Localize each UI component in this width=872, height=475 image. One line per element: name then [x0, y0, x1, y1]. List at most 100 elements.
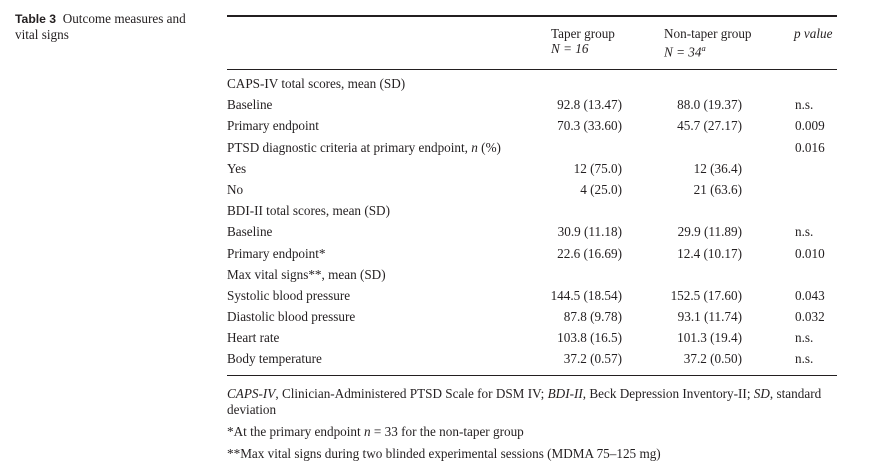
header-taper-title: Taper group — [551, 26, 615, 41]
row-label-text: Diastolic blood pressure — [227, 309, 356, 325]
cell-taper-group: 87.8 (9.78) — [563, 309, 622, 325]
cell-non-taper-group: 12 (36.4) — [693, 160, 742, 176]
header-non-taper-n-value: N = 34 — [664, 44, 702, 60]
footnote1-pre: *At the primary endpoint — [227, 424, 364, 439]
row-label: Systolic blood pressure — [227, 285, 350, 306]
table-row: BDI-II total scores, mean (SD) — [0, 200, 872, 221]
cell-p-value: 0.010 — [795, 245, 825, 261]
table-row: PTSD diagnostic criteria at primary endp… — [0, 137, 872, 158]
header-non-taper-group: Non-taper group N = 34a — [664, 26, 752, 59]
table-row: No 4 (25.0) 21 (63.6) — [0, 179, 872, 200]
table-caption: Table 3 Outcome measures and vital signs — [15, 11, 210, 43]
header-non-taper-n: N = 34a — [664, 41, 752, 59]
top-rule — [227, 15, 837, 17]
table-row: Body temperature 37.2 (0.57) 37.2 (0.50) n.… — [0, 348, 872, 369]
cell-non-taper-group: 88.0 (19.37) — [677, 97, 742, 113]
cell-p-value: 0.043 — [795, 287, 825, 303]
cell-non-taper-group: 37.2 (0.50) — [683, 351, 742, 367]
table-row: CAPS-IV total scores, mean (SD) — [0, 73, 872, 94]
cell-p-value: n.s. — [795, 97, 814, 113]
cell-non-taper-group: 45.7 (27.17) — [677, 118, 742, 134]
cell-non-taper-group: 93.1 (11.74) — [677, 309, 742, 325]
cell-taper-group: 92.8 (13.47) — [557, 97, 622, 113]
cell-taper-group: 70.3 (33.60) — [557, 118, 622, 134]
table-row: Primary endpoint* 22.6 (16.69) 12.4 (10.17… — [0, 243, 872, 264]
cell-non-taper-group: 12.4 (10.17) — [677, 245, 742, 261]
cell-taper-group: 144.5 (18.54) — [550, 287, 622, 303]
row-label: PTSD diagnostic criteria at primary endp… — [227, 137, 501, 158]
table-row: Diastolic blood pressure 87.8 (9.78) 93.1 … — [0, 306, 872, 327]
row-label: Max vital signs**, mean (SD) — [227, 264, 386, 285]
cell-p-value: n.s. — [795, 224, 814, 240]
cell-taper-group: 4 (25.0) — [580, 181, 622, 197]
footnote-max-vital-signs: **Max vital signs during two blinded exp… — [227, 446, 661, 461]
abbrev-caps-def: , Clinician-Administered PTSD Scale for … — [275, 386, 548, 401]
row-label: Primary endpoint — [227, 115, 319, 136]
row-label-text: Max vital signs**, mean (SD) — [227, 266, 386, 282]
row-label-text: BDI-II total scores, mean (SD) — [227, 203, 390, 219]
footnote-primary-endpoint: *At the primary endpoint n = 33 for the … — [227, 424, 842, 440]
table-title: Outcome measures and vital signs — [15, 11, 186, 42]
table-row: Primary endpoint 70.3 (33.60) 45.7 (27.17)… — [0, 115, 872, 136]
row-label: Diastolic blood pressure — [227, 306, 355, 327]
cell-p-value: 0.009 — [795, 118, 825, 134]
cell-non-taper-group: 152.5 (17.60) — [670, 287, 742, 303]
row-label-text: Yes — [227, 160, 247, 176]
cell-non-taper-group: 101.3 (19.4) — [677, 330, 742, 346]
cell-taper-group: 30.9 (11.18) — [557, 224, 622, 240]
row-label: CAPS-IV total scores, mean (SD) — [227, 73, 405, 94]
cell-p-value: n.s. — [795, 351, 814, 367]
header-non-taper-footnote-mark: a — [701, 43, 706, 53]
cell-p-value: 0.016 — [795, 139, 825, 155]
table-row: Systolic blood pressure 144.5 (18.54) 152.… — [0, 285, 872, 306]
row-label: Baseline — [227, 94, 272, 115]
row-label-text: Systolic blood pressure — [227, 287, 351, 303]
footnote-abbreviations: CAPS-IV, Clinician-Administered PTSD Sca… — [227, 386, 842, 418]
footnote1-post: = 33 for the non-taper group — [370, 424, 524, 439]
row-label-text: Body temperature — [227, 351, 322, 367]
footnote1-n: n — [363, 424, 371, 439]
row-label-text: Baseline — [227, 97, 273, 113]
abbrev-bdi: BDI-II — [547, 386, 583, 401]
row-label-italic: n — [471, 139, 478, 155]
table-label: Table 3 — [15, 12, 57, 26]
row-label-text: PTSD diagnostic criteria at primary endp… — [227, 139, 472, 155]
cell-p-value: n.s. — [795, 330, 814, 346]
cell-taper-group: 37.2 (0.57) — [563, 351, 622, 367]
abbrev-sd: SD — [753, 386, 770, 401]
row-label-tail: (%) — [477, 139, 501, 155]
cell-non-taper-group: 21 (63.6) — [693, 181, 742, 197]
cell-non-taper-group: 29.9 (11.89) — [677, 224, 742, 240]
row-label: BDI-II total scores, mean (SD) — [227, 200, 390, 221]
row-label: Heart rate — [227, 327, 279, 348]
row-label-text: Primary endpoint* — [227, 245, 326, 261]
row-label-text: Heart rate — [227, 330, 280, 346]
cell-taper-group: 103.8 (16.5) — [557, 330, 622, 346]
row-label: No — [227, 179, 243, 200]
header-taper-n: N = 16 — [551, 41, 589, 56]
cell-taper-group: 22.6 (16.69) — [557, 245, 622, 261]
cell-p-value: 0.032 — [795, 309, 825, 325]
row-label: Primary endpoint* — [227, 243, 326, 264]
row-label: Baseline — [227, 221, 272, 242]
row-label: Yes — [227, 158, 246, 179]
table-row: Heart rate 103.8 (16.5) 101.3 (19.4) n.s. — [0, 327, 872, 348]
abbrev-bdi-def: , Beck Depression Inventory-II; — [582, 386, 754, 401]
table-row: Max vital signs**, mean (SD) — [0, 264, 872, 285]
bottom-rule — [227, 375, 837, 376]
row-label-text: Primary endpoint — [227, 118, 319, 134]
table-body: CAPS-IV total scores, mean (SD) Baseline 9… — [0, 73, 872, 370]
row-label-text: Baseline — [227, 224, 273, 240]
header-taper-group: Taper group N = 16 — [551, 26, 615, 56]
cell-taper-group: 12 (75.0) — [573, 160, 622, 176]
row-label: Body temperature — [227, 348, 322, 369]
table-row: Baseline 30.9 (11.18) 29.9 (11.89) n.s. — [0, 221, 872, 242]
row-label-text: No — [227, 181, 244, 197]
abbrev-caps: CAPS-IV — [227, 386, 276, 401]
table-row: Yes 12 (75.0) 12 (36.4) — [0, 158, 872, 179]
table-footnotes: CAPS-IV, Clinician-Administered PTSD Sca… — [227, 386, 842, 468]
header-p-value: p value — [794, 26, 833, 41]
header-non-taper-title: Non-taper group — [664, 26, 752, 41]
abbrev-sd-def: , standard deviation — [227, 386, 822, 417]
table-row: Baseline 92.8 (13.47) 88.0 (19.37) n.s. — [0, 94, 872, 115]
